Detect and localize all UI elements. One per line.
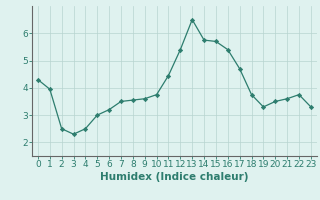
X-axis label: Humidex (Indice chaleur): Humidex (Indice chaleur): [100, 172, 249, 182]
